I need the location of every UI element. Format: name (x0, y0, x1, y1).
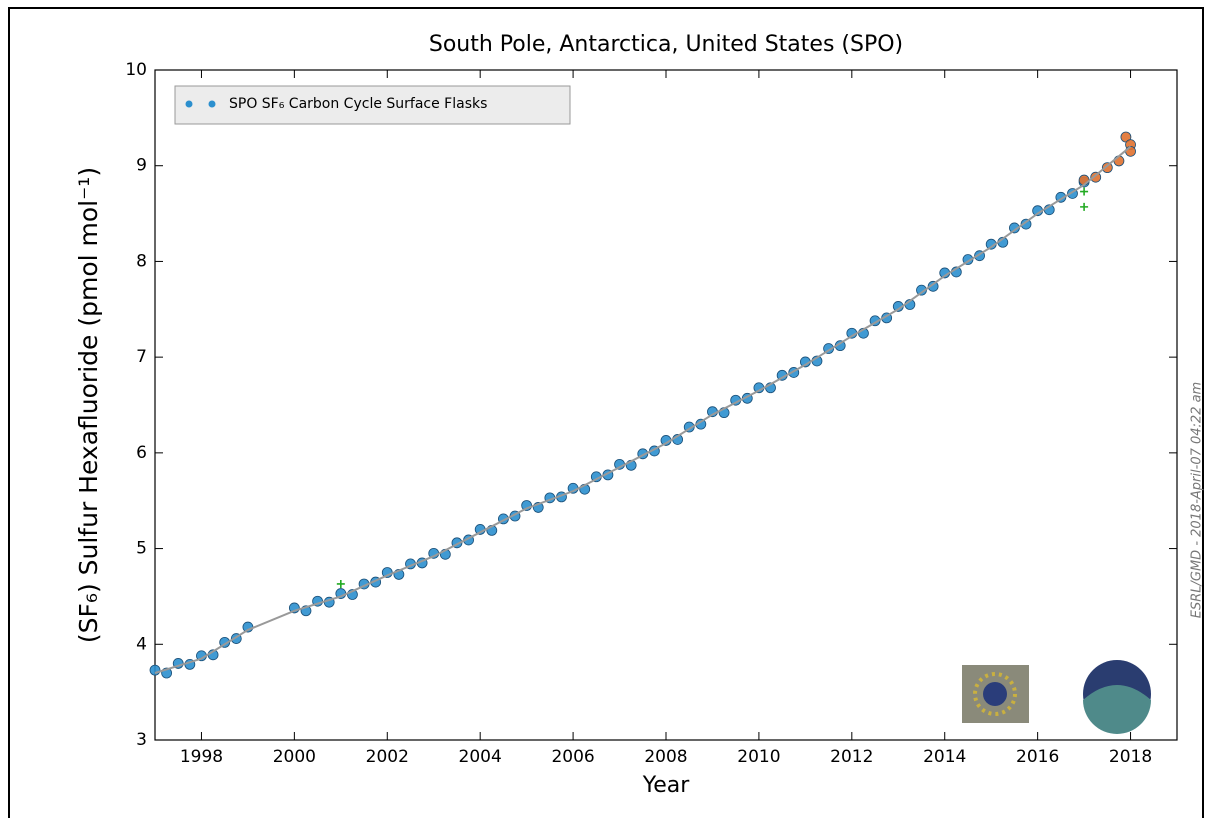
y-tick-label: 10 (125, 60, 147, 80)
data-point (927, 280, 939, 292)
y-tick-label: 5 (136, 539, 147, 559)
x-tick-label: 2012 (830, 747, 873, 767)
trend-line (154, 145, 1132, 674)
nsf-logo (962, 665, 1029, 723)
x-tick-label: 2010 (737, 747, 780, 767)
frame (8, 7, 1204, 818)
x-tick-label: 2006 (551, 747, 594, 767)
data-point (1090, 171, 1102, 183)
legend-marker (185, 100, 193, 108)
y-tick-label: 4 (136, 634, 147, 654)
legend: SPO SF₆ Carbon Cycle Surface Flasks (174, 85, 571, 125)
x-tick-label: 2008 (644, 747, 687, 767)
y-tick-label: 6 (136, 443, 147, 463)
data-point (1101, 162, 1113, 174)
y-tick-label: 3 (136, 730, 147, 750)
data-point (149, 664, 161, 676)
x-axis-label: Year (642, 773, 691, 798)
legend-label: SPO SF₆ Carbon Cycle Surface Flasks (229, 96, 487, 112)
outlier-point (336, 579, 345, 588)
y-axis-label: (SF₆) Sulfur Hexafluoride (pmol mol⁻¹) (74, 167, 103, 643)
noaa-logo (1083, 660, 1151, 734)
x-tick-label: 2014 (923, 747, 966, 767)
data-point (1020, 218, 1032, 230)
x-tick-label: 2018 (1109, 747, 1152, 767)
outlier-point (1080, 202, 1089, 211)
y-tick-label: 7 (136, 347, 147, 367)
y-tick-label: 9 (136, 156, 147, 176)
plot-area (154, 69, 1178, 741)
legend-marker (208, 100, 216, 108)
x-tick-label: 2002 (366, 747, 409, 767)
chart-title: South Pole, Antarctica, United States (S… (429, 32, 903, 57)
y-tick-label: 8 (136, 251, 147, 271)
legend-box (174, 85, 571, 125)
side-note: ESRL/GMD - 2018-April-07 04:22 am (1190, 382, 1205, 618)
outlier-point (1080, 187, 1089, 196)
x-tick-label: 2004 (459, 747, 502, 767)
plot-marks (149, 131, 1136, 679)
x-tick-label: 2000 (273, 747, 316, 767)
x-tick-label: 1998 (180, 747, 223, 767)
x-tick-label: 2016 (1016, 747, 1059, 767)
